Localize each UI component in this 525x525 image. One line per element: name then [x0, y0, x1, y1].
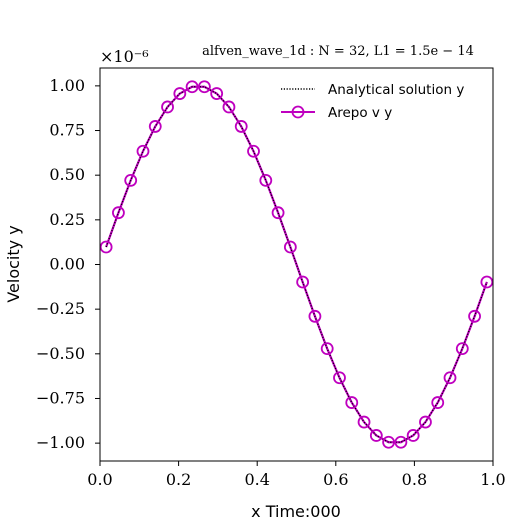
legend-label-arepo: Arepo v y — [328, 105, 392, 121]
arepo-point — [431, 396, 445, 409]
legend: Analytical solution y Arepo v y — [281, 82, 464, 121]
arepo-point — [124, 173, 138, 187]
x-tick-label: 0.2 — [166, 470, 191, 489]
arepo-point — [197, 80, 211, 94]
arepo-point — [455, 342, 469, 356]
arepo-point — [148, 120, 162, 133]
arepo-point — [406, 429, 420, 442]
arepo-point — [419, 415, 432, 429]
legend-swatch-arepo-marker — [291, 105, 305, 119]
arepo-point — [112, 206, 125, 220]
arepo-point — [210, 87, 224, 100]
arepo-point — [394, 435, 408, 449]
arepo-point — [136, 144, 150, 158]
arepo-point — [382, 435, 396, 449]
y-axis-label: Velocity y — [4, 225, 23, 302]
arepo-point — [99, 240, 113, 254]
arepo-point — [320, 342, 334, 356]
y-tick-label: 0.50 — [49, 165, 85, 184]
x-tick-label: 0.4 — [244, 470, 269, 489]
arepo-point — [259, 173, 273, 187]
series-analytical-line — [105, 86, 488, 443]
arepo-point — [480, 275, 494, 289]
arepo-point — [234, 120, 248, 133]
y-tick-label: 0.25 — [49, 210, 85, 229]
arepo-point — [443, 371, 457, 385]
y-tick-label: 0.00 — [49, 255, 85, 274]
arepo-point — [296, 275, 310, 289]
y-tick-label: −0.75 — [36, 388, 85, 407]
arepo-point — [173, 87, 187, 100]
arepo-point — [222, 100, 236, 114]
y-tick-label: 0.75 — [49, 121, 85, 140]
arepo-point — [308, 309, 322, 323]
legend-item-analytical: Analytical solution y — [281, 82, 464, 98]
y-tick-label: −1.00 — [36, 433, 85, 452]
arepo-point — [345, 396, 359, 409]
arepo-point — [185, 80, 199, 94]
scale-label: ×10⁻⁶ — [100, 47, 149, 66]
arepo-point — [283, 240, 297, 254]
y-tick-label: −0.25 — [36, 299, 85, 318]
legend-item-arepo: Arepo v y — [281, 105, 392, 121]
arepo-point — [357, 415, 371, 429]
x-tick-label: 0.0 — [87, 470, 112, 489]
plot-frame — [99, 67, 494, 462]
y-tick-label: 1.00 — [49, 76, 85, 95]
y-axis-ticks: 1.00 0.75 0.50 0.25 0.00 −0.25 −0.50 −0.75 −1.00 — [36, 76, 100, 452]
chart-title: alfven_wave_1d : N = 32, L1 = 1.5e − 14 — [202, 44, 474, 59]
x-tick-label: 1.0 — [480, 470, 505, 489]
legend-label-analytical: Analytical solution y — [328, 82, 464, 98]
y-tick-label: −0.50 — [36, 344, 85, 363]
arepo-point — [468, 309, 481, 323]
arepo-point — [247, 144, 260, 158]
arepo-point — [161, 100, 174, 114]
x-tick-label: 0.6 — [323, 470, 348, 489]
arepo-point — [271, 206, 285, 220]
arepo-point — [333, 371, 346, 385]
x-axis-ticks: 0.0 0.2 0.4 0.6 0.8 1.0 — [87, 461, 506, 489]
x-tick-label: 0.8 — [402, 470, 427, 489]
series-layer — [99, 80, 494, 449]
arepo-point — [369, 429, 383, 442]
x-axis-label: x Time:000 — [251, 502, 341, 521]
